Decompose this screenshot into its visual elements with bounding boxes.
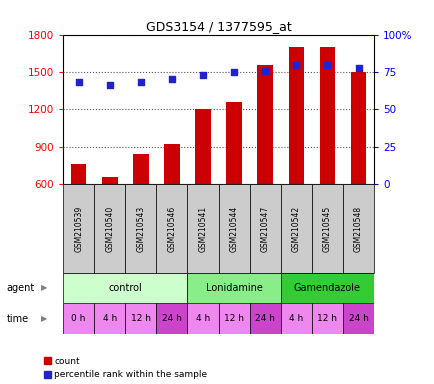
Bar xyxy=(342,184,373,273)
Point xyxy=(230,69,237,75)
Bar xyxy=(187,273,280,303)
Bar xyxy=(125,184,156,273)
Bar xyxy=(94,303,125,334)
Bar xyxy=(226,102,241,184)
Bar xyxy=(218,303,249,334)
Bar xyxy=(156,303,187,334)
Text: time: time xyxy=(7,314,29,324)
Text: ▶: ▶ xyxy=(41,283,48,293)
Bar xyxy=(288,47,303,184)
Text: 24 h: 24 h xyxy=(348,314,368,323)
Text: 4 h: 4 h xyxy=(195,314,210,323)
Text: Gamendazole: Gamendazole xyxy=(293,283,360,293)
Bar xyxy=(342,303,373,334)
Bar xyxy=(71,164,86,184)
Text: agent: agent xyxy=(7,283,35,293)
Text: 12 h: 12 h xyxy=(131,314,151,323)
Bar xyxy=(311,184,342,273)
Text: 4 h: 4 h xyxy=(289,314,303,323)
Text: ▶: ▶ xyxy=(41,314,48,323)
Bar xyxy=(280,303,311,334)
Text: GSM210546: GSM210546 xyxy=(167,205,176,252)
Text: control: control xyxy=(108,283,142,293)
Bar xyxy=(187,184,218,273)
Bar xyxy=(195,109,210,184)
Text: GSM210541: GSM210541 xyxy=(198,205,207,252)
Text: 0 h: 0 h xyxy=(71,314,85,323)
Bar xyxy=(249,184,280,273)
Bar xyxy=(218,184,249,273)
Bar xyxy=(280,184,311,273)
Text: GSM210543: GSM210543 xyxy=(136,205,145,252)
Point xyxy=(137,79,144,86)
Bar xyxy=(94,184,125,273)
Bar xyxy=(63,273,187,303)
Point xyxy=(354,65,361,71)
Text: GSM210539: GSM210539 xyxy=(74,205,83,252)
Bar xyxy=(249,303,280,334)
Point xyxy=(75,79,82,86)
Point xyxy=(323,61,330,68)
Bar xyxy=(164,144,179,184)
Text: 12 h: 12 h xyxy=(317,314,337,323)
Bar xyxy=(311,303,342,334)
Text: GSM210548: GSM210548 xyxy=(353,205,362,252)
Legend: count, percentile rank within the sample: count, percentile rank within the sample xyxy=(43,357,207,379)
Bar xyxy=(133,154,148,184)
Text: GSM210540: GSM210540 xyxy=(105,205,114,252)
Text: 24 h: 24 h xyxy=(161,314,181,323)
Bar xyxy=(187,303,218,334)
Text: GSM210547: GSM210547 xyxy=(260,205,269,252)
Text: GSM210544: GSM210544 xyxy=(229,205,238,252)
Point xyxy=(106,83,113,89)
Point xyxy=(261,68,268,74)
Text: GSM210545: GSM210545 xyxy=(322,205,331,252)
Text: 4 h: 4 h xyxy=(102,314,117,323)
Title: GDS3154 / 1377595_at: GDS3154 / 1377595_at xyxy=(145,20,291,33)
Point xyxy=(199,72,206,78)
Bar xyxy=(63,184,94,273)
Text: GSM210542: GSM210542 xyxy=(291,205,300,252)
Bar xyxy=(102,177,117,184)
Bar xyxy=(156,184,187,273)
Point xyxy=(168,76,175,83)
Bar xyxy=(319,47,335,184)
Bar xyxy=(280,273,373,303)
Bar xyxy=(350,72,365,184)
Text: Lonidamine: Lonidamine xyxy=(205,283,262,293)
Text: 24 h: 24 h xyxy=(255,314,275,323)
Text: 12 h: 12 h xyxy=(224,314,243,323)
Point xyxy=(292,61,299,68)
Bar xyxy=(63,303,94,334)
Bar xyxy=(257,65,273,184)
Bar xyxy=(125,303,156,334)
